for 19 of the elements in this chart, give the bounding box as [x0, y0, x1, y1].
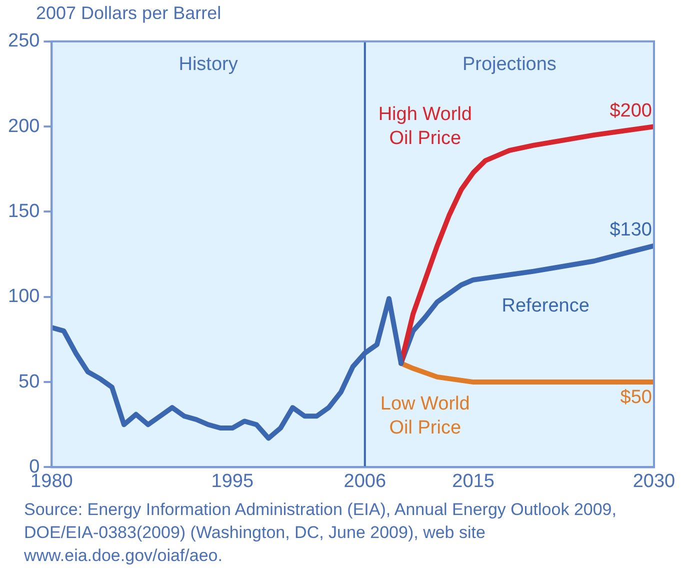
- data-label: $50: [620, 386, 652, 408]
- y-tick-label: 250: [8, 30, 40, 52]
- source-note: Source: Energy Information Administration (EIA), Annual Energy Outlook 2009, DOE/EIA-0383(2009) (Washington, DC, June 2009), web site www.eia.doe.gov/oiaf/aeo.: [23, 499, 618, 567]
- x-tick-label: 2030: [632, 470, 676, 492]
- y-axis-title: 2007 Dollars per Barrel: [35, 2, 222, 25]
- series-label: High World Oil Price: [378, 104, 472, 150]
- data-label: $200: [610, 100, 652, 122]
- band-label: History: [178, 54, 238, 76]
- y-tick-label: 50: [18, 371, 40, 392]
- x-tick-label: 1995: [211, 470, 254, 492]
- x-tick-label: 2015: [452, 470, 494, 492]
- y-tick-label: 200: [8, 116, 40, 137]
- y-tick-label: 150: [8, 200, 40, 222]
- series-label: Reference: [502, 296, 590, 317]
- data-label: $130: [610, 220, 652, 241]
- series-label: Low World Oil Price: [380, 394, 470, 439]
- band-label: Projections: [462, 54, 556, 76]
- x-tick-label: 2006: [344, 470, 386, 492]
- y-tick-label: 100: [8, 286, 40, 308]
